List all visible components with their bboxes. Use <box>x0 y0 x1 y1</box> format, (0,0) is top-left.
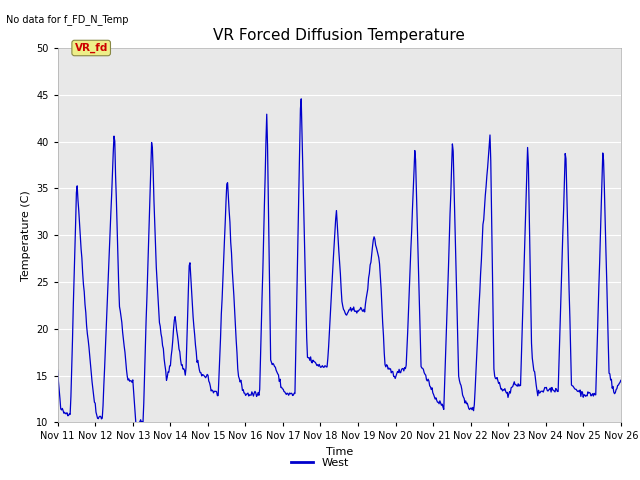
X-axis label: Time: Time <box>326 447 353 457</box>
Title: VR Forced Diffusion Temperature: VR Forced Diffusion Temperature <box>213 28 465 43</box>
Text: No data for f_FD_N_Temp: No data for f_FD_N_Temp <box>6 14 129 25</box>
Legend: West: West <box>286 453 354 472</box>
Text: VR_fd: VR_fd <box>74 43 108 53</box>
Y-axis label: Temperature (C): Temperature (C) <box>20 190 31 281</box>
